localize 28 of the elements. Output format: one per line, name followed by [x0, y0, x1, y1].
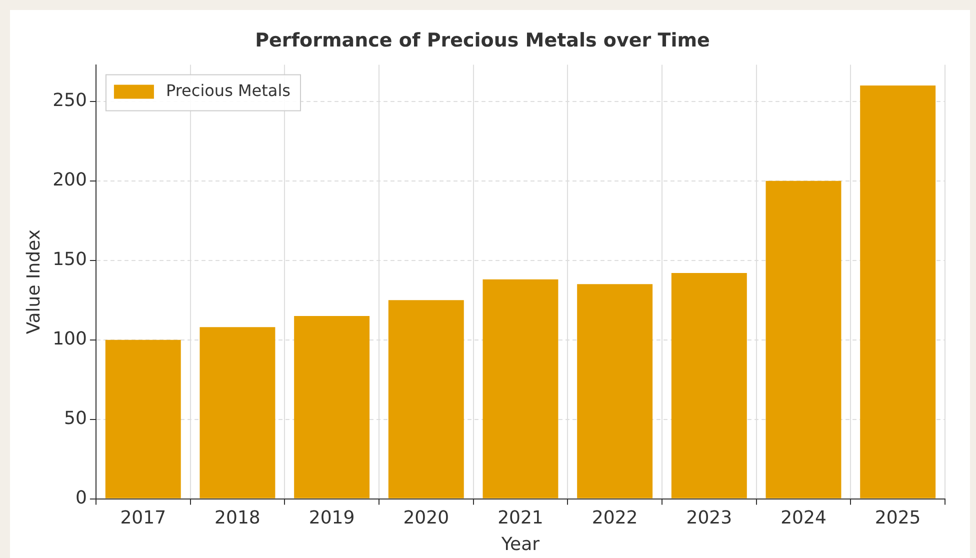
x-tick-label: 2019 — [308, 507, 355, 528]
bar — [766, 180, 842, 498]
x-tick-label: 2021 — [498, 507, 544, 528]
bar — [860, 85, 936, 498]
bar — [388, 300, 464, 498]
y-tick-label: 0 — [76, 487, 87, 508]
y-tick-label: 200 — [52, 170, 87, 191]
x-tick-label: 2024 — [780, 507, 826, 528]
bar — [671, 273, 747, 498]
y-tick-label: 50 — [64, 408, 87, 429]
y-axis-title: Value Index — [23, 229, 44, 334]
bar — [200, 327, 276, 498]
bar — [577, 284, 653, 498]
chart-title: Performance of Precious Metals over Time — [255, 29, 710, 52]
x-tick-label: 2023 — [686, 507, 732, 528]
x-tick-label: 2018 — [214, 507, 260, 528]
legend-label: Precious Metals — [166, 80, 291, 100]
x-axis-title: Year — [500, 534, 540, 555]
x-tick-label: 2022 — [592, 507, 638, 528]
x-tick-label: 2020 — [403, 507, 450, 528]
bar — [482, 279, 558, 498]
y-tick-label: 150 — [52, 249, 87, 270]
x-tick-label: 2017 — [120, 507, 166, 528]
bar — [294, 316, 370, 498]
y-tick-label: 250 — [52, 90, 87, 112]
x-tick-label: 2025 — [874, 507, 921, 528]
y-tick-label: 100 — [52, 328, 87, 350]
bar — [105, 340, 181, 498]
